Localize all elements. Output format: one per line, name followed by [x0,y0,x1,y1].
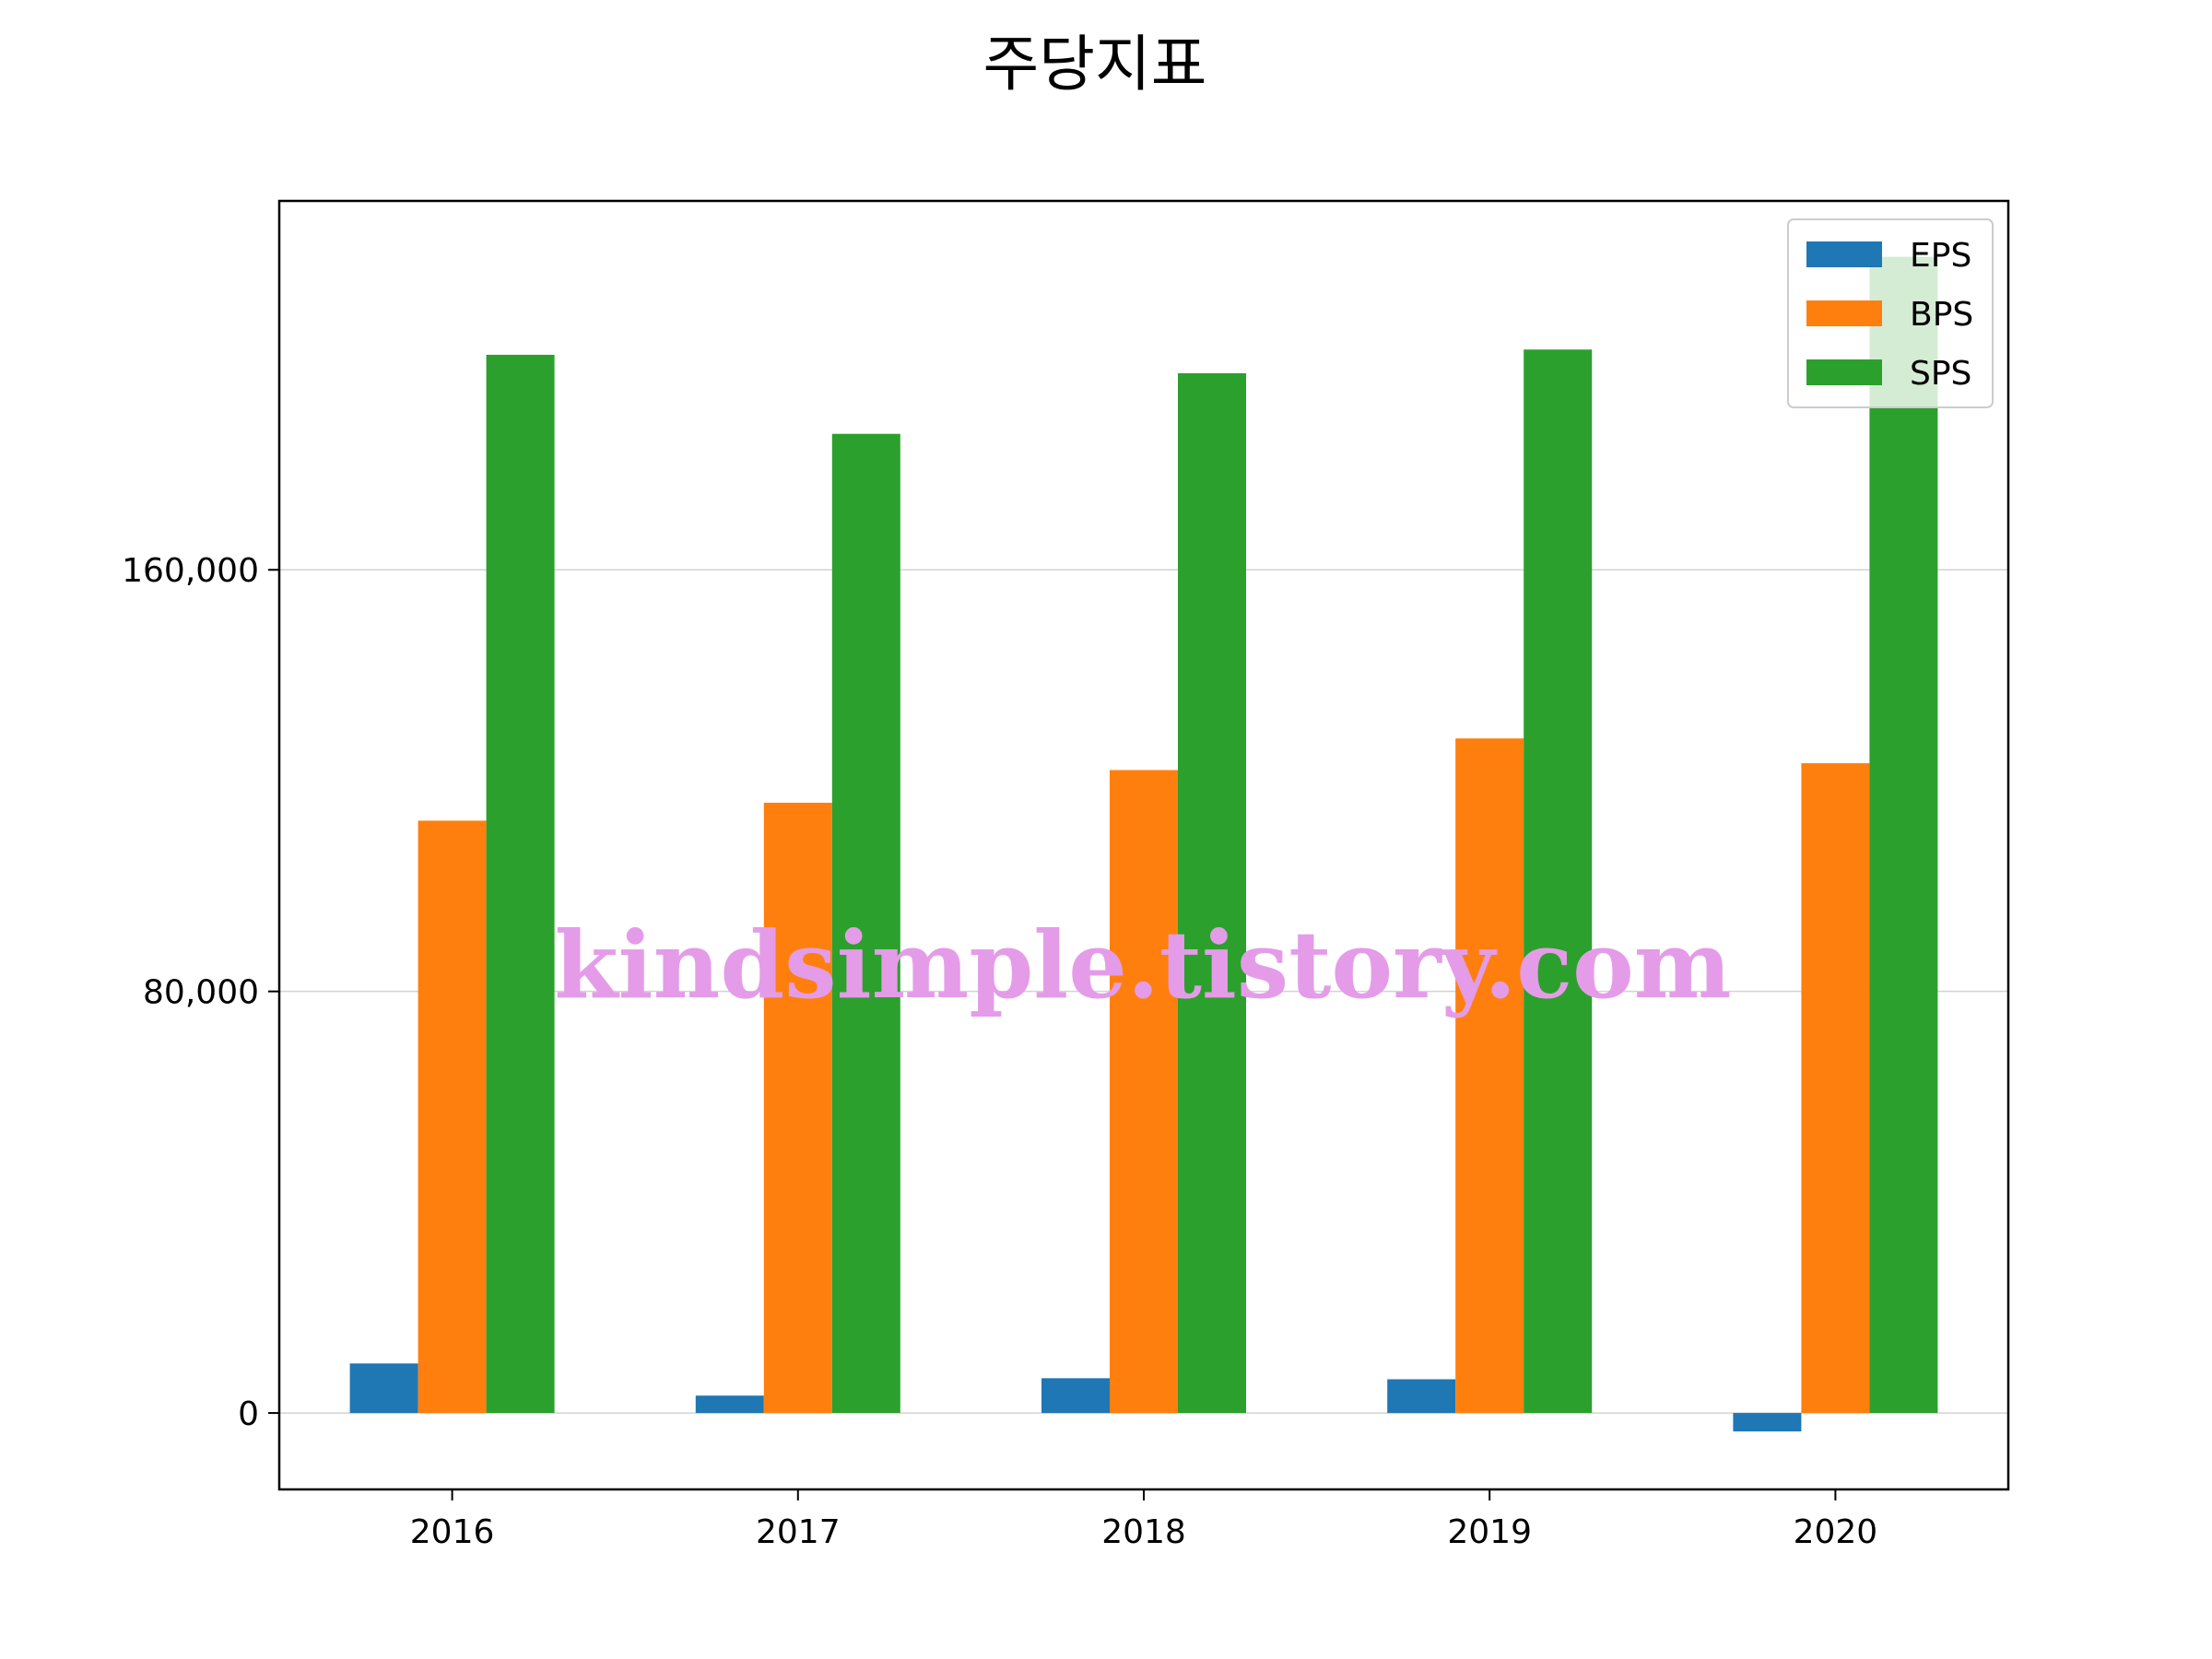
y-axis: 0 80,000 160,000 [122,552,279,1433]
bar-eps-2019 [1387,1379,1456,1414]
bar-sps-2020 [1869,256,1938,1414]
y-tick-label: 0 [238,1395,259,1433]
x-axis: 2016 2017 2018 2019 2020 [410,1489,1877,1551]
bar-bps-2018 [1110,770,1178,1414]
legend-label-sps: SPS [1910,355,1971,393]
bar-eps-2020 [1733,1413,1802,1432]
bar-sps-2016 [486,354,555,1414]
legend: EPS BPS SPS [1787,218,1994,408]
bar-sps-2019 [1524,349,1593,1414]
y-tick-label: 160,000 [122,552,259,590]
bar-eps-2017 [695,1395,764,1414]
bar-bps-2016 [418,820,487,1414]
bar-eps-2016 [349,1363,418,1414]
bar-eps-2018 [1041,1378,1110,1414]
x-tick-label: 2017 [756,1513,841,1551]
legend-label-eps: EPS [1910,237,1971,275]
legend-swatch-sps [1806,359,1882,385]
bars [349,256,1938,1432]
y-tick-label: 80,000 [143,974,259,1012]
bar-bps-2020 [1801,763,1870,1414]
legend-swatch-bps [1806,300,1882,326]
x-tick-label: 2020 [1794,1513,1878,1551]
bar-sps-2017 [831,433,900,1414]
chart-title: 주당지표 [983,29,1207,100]
bar-bps-2019 [1455,738,1524,1414]
legend-label-bps: BPS [1910,296,1973,334]
watermark-text: kindsimple.tistory.com [554,911,1731,1019]
x-tick-label: 2016 [410,1513,495,1551]
legend-swatch-eps [1806,241,1882,267]
bar-bps-2017 [763,802,832,1414]
bar-sps-2018 [1178,372,1246,1414]
x-tick-label: 2019 [1447,1513,1532,1551]
x-tick-label: 2018 [1101,1513,1186,1551]
